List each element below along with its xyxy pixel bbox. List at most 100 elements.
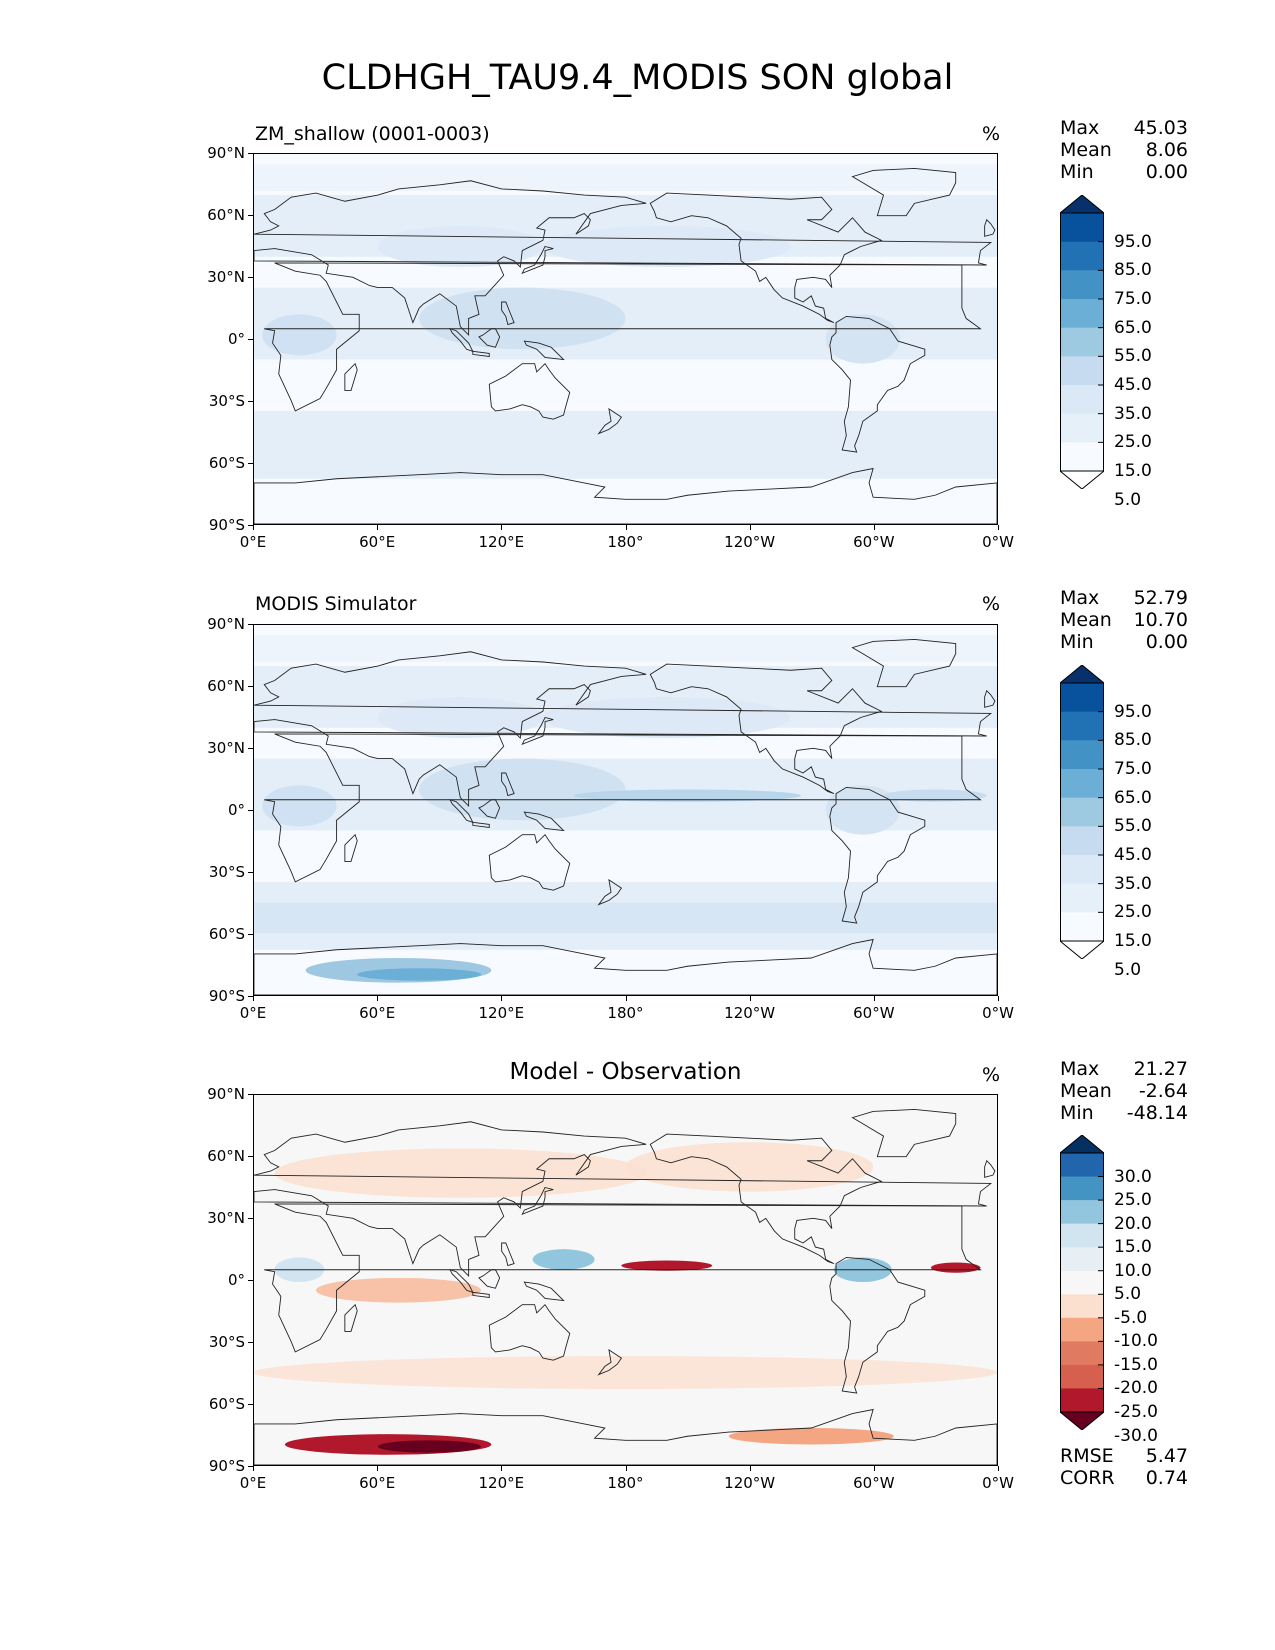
coastline-5	[449, 798, 474, 824]
lat-tick-label: 90°S	[208, 1457, 245, 1475]
lon-tick-label: 120°W	[724, 1474, 776, 1492]
colorbar-label: 5.0	[1114, 1284, 1142, 1305]
colorbar-label: 5.0	[1114, 489, 1142, 510]
coastline-12	[649, 663, 883, 795]
coastline-1	[254, 180, 993, 337]
lon-tick-label: 0°E	[239, 1474, 267, 1492]
lon-tick-label: 0°E	[239, 1004, 267, 1022]
panel-2-colorbar: 95.0 85.0 75.0 65.0 55.0 45.0 35.0 25.0 15.0 5.0	[1058, 664, 1152, 980]
colorbar-label: 95.0	[1114, 231, 1152, 252]
coastline-13	[851, 638, 957, 688]
colorbar-cell	[1060, 270, 1104, 300]
field-pacific-storm	[542, 696, 791, 739]
lat-tick-mark	[248, 401, 253, 402]
lat-tick-label: 60°S	[208, 1395, 245, 1413]
field-band-south	[254, 410, 997, 479]
lat-tick-label: 30°N	[207, 739, 245, 757]
colorbar-label: 75.0	[1114, 759, 1152, 779]
colorbar-label: 25.0	[1114, 902, 1152, 923]
lon-tick-mark	[501, 1466, 503, 1471]
coastline-9	[488, 1303, 571, 1361]
coastline-14	[829, 1256, 926, 1394]
lon-tick-mark	[749, 996, 751, 1001]
colorbar-extend-top	[1058, 664, 1106, 684]
field-diff-atl	[930, 1262, 981, 1273]
lon-tick-mark	[253, 525, 254, 530]
lon-tick-mark	[377, 996, 379, 1001]
coastline-0	[264, 733, 982, 883]
lon-tick-label: 120°E	[478, 1474, 525, 1492]
colorbar-frame	[1060, 682, 1104, 942]
coastline-12	[649, 1133, 883, 1265]
colorbar-cell	[1060, 241, 1104, 271]
colorbar-frame	[1060, 212, 1104, 472]
lon-tick-mark	[873, 525, 875, 530]
colorbar-cell	[1060, 797, 1104, 827]
field-asia-midlat	[377, 696, 543, 739]
lat-tick-mark	[248, 996, 253, 997]
colorbar-label: 35.0	[1114, 403, 1152, 424]
coastline-4	[478, 328, 501, 348]
panel-1-units: %	[982, 123, 1001, 145]
colorbar-label: -30.0	[1114, 1425, 1158, 1446]
lat-tick-mark	[248, 686, 253, 687]
colorbar-cell	[1060, 711, 1104, 741]
colorbar-cell	[1060, 1247, 1104, 1272]
coastline-10	[597, 1348, 623, 1376]
panel-1-colorbar: 95.0 85.0 75.0 65.0 55.0 45.0 35.0 25.0 15.0 5.0	[1058, 194, 1152, 510]
lon-tick-label: 0°E	[239, 533, 267, 551]
lon-tick-label: 120°W	[724, 533, 776, 551]
coastline-7	[523, 340, 565, 361]
colorbar-label: 95.0	[1114, 701, 1152, 722]
colorbar-label: 85.0	[1114, 260, 1152, 281]
lat-tick-mark	[248, 1094, 253, 1095]
colorbar-label: 15.0	[1114, 931, 1152, 951]
coastline-13	[851, 1108, 957, 1158]
coastline-3	[521, 245, 554, 275]
lat-tick-mark	[248, 1156, 253, 1157]
colorbar-label: -25.0	[1114, 1402, 1158, 1422]
coastline-6	[472, 350, 490, 358]
map-canvas	[254, 1095, 997, 1465]
panel-3-map	[253, 1094, 998, 1466]
field-diff-ant2	[728, 1428, 894, 1445]
lat-tick-mark	[248, 1218, 253, 1219]
lat-tick-mark	[248, 215, 253, 216]
colorbar-label: 65.0	[1114, 787, 1152, 808]
colorbar-cell	[1060, 1176, 1104, 1201]
lon-tick-mark	[253, 996, 254, 1001]
lon-tick-mark	[749, 1466, 751, 1471]
panel-1-title: ZM_shallow (0001-0003)	[255, 123, 490, 145]
lon-tick-label: 0°W	[982, 1004, 1014, 1022]
colorbar-extend-bottom	[1058, 1411, 1106, 1431]
lat-tick-label: 30°N	[207, 268, 245, 286]
colorbar-cell	[1060, 1200, 1104, 1225]
field-itcz	[573, 789, 801, 802]
coastline-12	[649, 192, 883, 324]
lon-tick-mark	[625, 525, 627, 530]
coastline-6	[472, 821, 490, 829]
colorbar-label: -10.0	[1114, 1331, 1158, 1352]
lon-tick-mark	[377, 1466, 379, 1471]
lon-tick-label: 120°E	[478, 1004, 525, 1022]
lon-tick-mark	[253, 1466, 254, 1471]
lat-tick-mark	[248, 1466, 253, 1467]
lat-tick-label: 60°S	[208, 925, 245, 943]
lat-tick-mark	[248, 1280, 253, 1281]
colorbar-label: 75.0	[1114, 289, 1152, 309]
coastline-11	[344, 1303, 358, 1332]
colorbar-extend-bottom	[1058, 470, 1106, 490]
lon-tick-mark	[873, 996, 875, 1001]
coastline-8	[501, 301, 515, 326]
coastline-5	[449, 327, 474, 353]
lat-tick-label: 60°N	[207, 206, 245, 224]
panel-3-units: %	[982, 1064, 1001, 1086]
field-pacific-storm	[542, 225, 791, 268]
colorbar-label: 25.0	[1114, 1190, 1152, 1211]
coastline-11	[344, 362, 358, 391]
colorbar-cell	[1060, 855, 1104, 885]
lat-tick-mark	[248, 934, 253, 935]
lat-tick-label: 30°N	[207, 1209, 245, 1227]
colorbar-cell	[1060, 883, 1104, 913]
coastline-7	[523, 811, 565, 832]
